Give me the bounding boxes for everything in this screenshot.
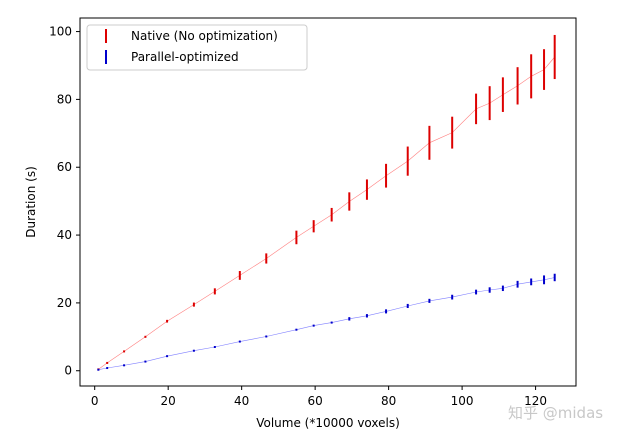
x-axis-ticks: 0 20 40 60 80 100 120 xyxy=(91,386,547,408)
y-tick-label: 60 xyxy=(57,160,72,174)
y-tick-label: 0 xyxy=(64,364,72,378)
y-axis-label: Duration (s) xyxy=(24,166,38,238)
x-tick-label: 40 xyxy=(234,394,249,408)
x-tick-label: 80 xyxy=(381,394,396,408)
legend-label-native: Native (No optimization) xyxy=(131,29,278,43)
y-tick-label: 80 xyxy=(57,92,72,106)
x-tick-label: 100 xyxy=(451,394,474,408)
x-tick-label: 20 xyxy=(161,394,176,408)
x-tick-label: 120 xyxy=(524,394,547,408)
legend-box xyxy=(86,24,308,71)
legend: Native (No optimization) Parallel-optimi… xyxy=(86,24,308,71)
legend-label-parallel: Parallel-optimized xyxy=(131,50,239,64)
data-marks xyxy=(97,34,556,371)
plot-frame xyxy=(79,17,577,387)
watermark-text: 知乎 @midas xyxy=(508,404,603,422)
y-axis-ticks: 0 20 40 60 80 100 xyxy=(49,25,80,378)
y-tick-label: 40 xyxy=(57,228,72,242)
x-tick-label: 0 xyxy=(91,394,99,408)
y-tick-label: 20 xyxy=(57,296,72,310)
y-tick-label: 100 xyxy=(49,25,72,39)
fit-lines xyxy=(98,56,555,370)
x-axis-label: Volume (*10000 voxels) xyxy=(256,416,400,430)
x-tick-label: 60 xyxy=(308,394,323,408)
